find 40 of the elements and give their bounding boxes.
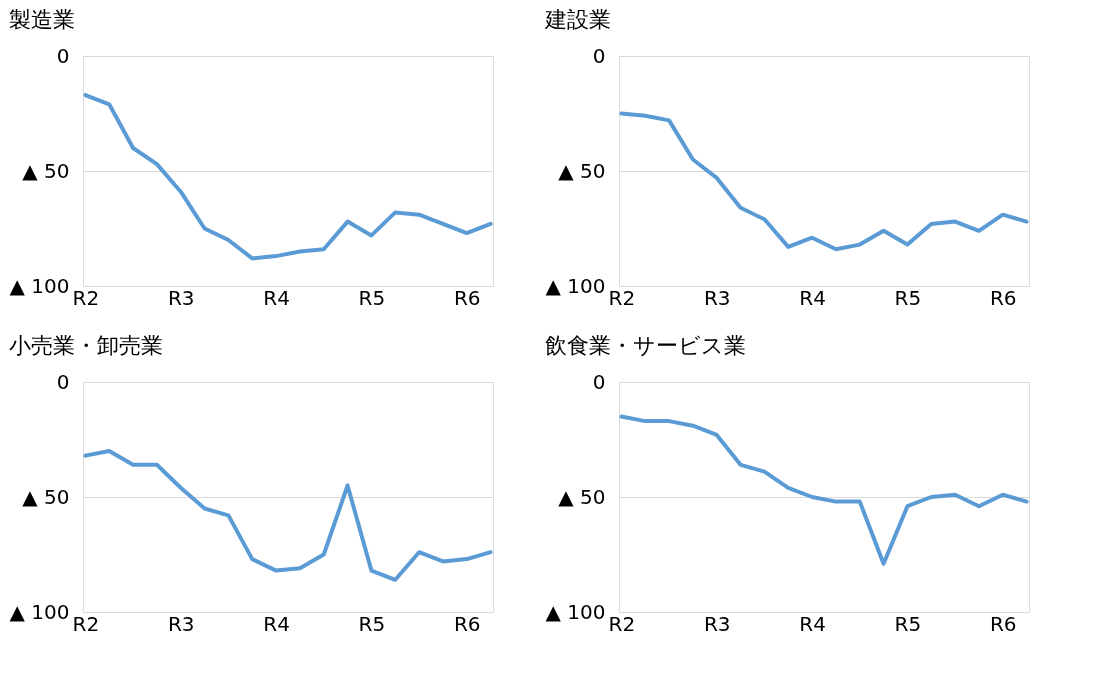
line-series	[619, 111, 1029, 252]
x-tick-label: R5	[358, 285, 386, 310]
chart-title: 小売業・卸売業	[9, 333, 164, 358]
line-series	[619, 414, 1029, 566]
y-tick-label: 0	[592, 369, 606, 394]
x-tick-label: R6	[989, 611, 1017, 636]
x-tick-label: R3	[703, 611, 731, 636]
chart-title: 建設業	[544, 7, 612, 32]
x-tick-label: R3	[703, 285, 731, 310]
x-tick-label: R3	[167, 285, 195, 310]
y-tick-label: 0	[56, 369, 70, 394]
x-tick-label: R2	[608, 611, 636, 636]
x-tick-label: R6	[453, 285, 481, 310]
x-tick-label: R4	[799, 285, 826, 310]
line-series	[83, 93, 493, 261]
line-series	[83, 449, 493, 582]
x-tick-label: R4	[263, 611, 290, 636]
x-tick-label: R6	[989, 285, 1017, 310]
y-tick-label: ▲ 100	[545, 599, 606, 624]
y-tick-label: ▲ 100	[545, 273, 606, 298]
y-tick-label: ▲ 50	[22, 158, 70, 183]
x-tick-label: R4	[799, 611, 826, 636]
x-tick-label: R5	[358, 611, 386, 636]
y-tick-label: ▲ 50	[558, 158, 606, 183]
x-tick-label: R4	[263, 285, 290, 310]
x-tick-label: R2	[608, 285, 636, 310]
x-tick-label: R5	[894, 611, 922, 636]
chart-title: 製造業	[9, 7, 76, 32]
y-tick-label: ▲ 50	[22, 484, 70, 509]
chart-title: 飲食業・サービス業	[545, 333, 747, 358]
y-tick-label: ▲ 100	[9, 273, 70, 298]
x-tick-label: R2	[72, 611, 100, 636]
x-tick-label: R3	[167, 611, 195, 636]
y-tick-label: ▲ 100	[9, 599, 70, 624]
x-tick-label: R2	[72, 285, 100, 310]
x-tick-label: R5	[894, 285, 922, 310]
y-tick-label: ▲ 50	[558, 484, 606, 509]
y-tick-label: 0	[592, 43, 606, 68]
x-tick-label: R6	[453, 611, 481, 636]
y-tick-label: 0	[56, 43, 70, 68]
